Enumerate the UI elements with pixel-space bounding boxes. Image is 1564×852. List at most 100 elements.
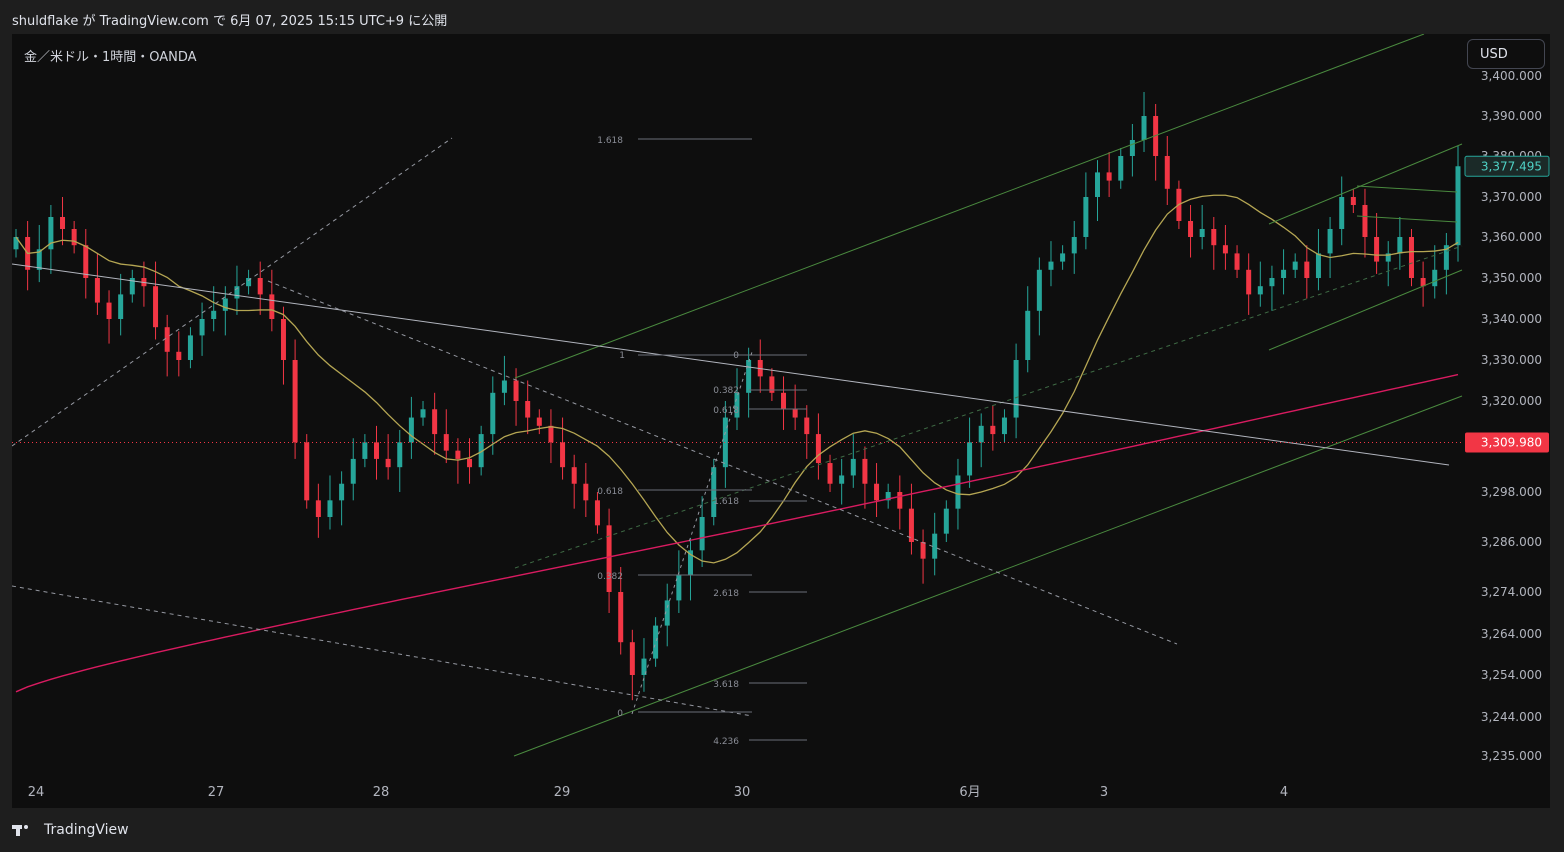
candle-body — [699, 517, 705, 551]
candle-body — [606, 525, 612, 592]
candle-body — [722, 417, 728, 468]
fib-label: 1.618 — [597, 136, 623, 146]
y-tick-label: 3,320.000 — [1481, 394, 1542, 408]
candle-body — [211, 310, 217, 319]
candle-body — [1304, 261, 1310, 278]
candle-body — [978, 425, 984, 443]
y-tick-label: 3,360.000 — [1481, 230, 1542, 244]
last-price-label: 3,377.495 — [1481, 159, 1542, 173]
candle-body — [687, 550, 693, 576]
current-price-tag — [1465, 432, 1549, 453]
candle-body — [804, 417, 810, 435]
candle-body — [792, 409, 798, 418]
candle-body — [339, 483, 345, 501]
candle-body — [571, 467, 577, 484]
candle-body — [1374, 237, 1380, 262]
x-tick-label: 3 — [1100, 785, 1108, 800]
candle-body — [164, 327, 170, 352]
candle-body — [548, 425, 554, 443]
brand-name: TradingView — [44, 822, 129, 838]
candle-body — [769, 376, 775, 393]
fib-label: 0.618 — [597, 487, 623, 497]
candle-body — [1408, 237, 1414, 278]
fib-label: 1.618 — [713, 497, 739, 507]
candle-body — [176, 351, 182, 360]
y-tick-label: 3,286.000 — [1481, 535, 1542, 549]
candle-body — [71, 229, 77, 246]
candle-body — [1269, 278, 1275, 287]
y-tick-label: 3,264.000 — [1481, 627, 1542, 641]
candle-body — [1141, 116, 1147, 140]
candle-body — [304, 442, 310, 501]
candle-body — [1083, 197, 1089, 237]
candle-body — [490, 392, 496, 435]
candle-body — [1281, 269, 1287, 278]
candle-body — [560, 442, 566, 468]
candle-body — [1118, 156, 1124, 181]
x-tick-label: 24 — [28, 785, 45, 800]
candle-body — [455, 450, 461, 459]
candle-body — [13, 237, 19, 250]
candle-body — [943, 508, 949, 534]
candle-body — [1199, 229, 1205, 237]
last-price-tag — [1464, 155, 1550, 177]
chart-pane[interactable]: 金／米ドル・1時間・OANDA USD 3,400.000 3,390.000 3,… — [12, 34, 1550, 808]
trend-line — [12, 263, 1450, 466]
candle-body — [594, 500, 600, 526]
candle-body — [1432, 269, 1438, 287]
candle-body — [374, 442, 379, 459]
candle-body — [222, 298, 228, 311]
candle-body — [525, 401, 531, 418]
y-tick-label: 3,400.000 — [1481, 69, 1542, 83]
fib-label: 4.236 — [713, 737, 739, 747]
candle-body — [36, 249, 42, 270]
candle-body — [257, 278, 263, 295]
tradingview-brand[interactable]: TradingView — [12, 822, 129, 838]
candle-body — [1001, 417, 1007, 435]
candle-body — [118, 294, 124, 319]
candle-body — [1071, 237, 1077, 254]
fib-label: 2.618 — [713, 589, 739, 599]
candle-body — [885, 492, 891, 501]
channel-mid-line — [514, 245, 1463, 569]
ma-fast-line — [15, 194, 1459, 564]
y-tick-label: 3,350.000 — [1481, 271, 1542, 285]
y-tick-label: 3,235.000 — [1481, 749, 1542, 763]
candle-body — [199, 319, 205, 336]
price-chart[interactable]: 3,400.0003,390.0003,380.0003,370.0003,36… — [12, 34, 1550, 808]
small-line — [1356, 215, 1458, 223]
bottom-bar: TradingView — [0, 808, 1564, 852]
candle-body — [1234, 253, 1240, 270]
candle-body — [443, 434, 449, 451]
candle-body — [292, 360, 298, 443]
fib-label: 1 — [619, 351, 625, 361]
candle-body — [1327, 229, 1333, 254]
candle-body — [234, 286, 240, 299]
candle-body — [897, 492, 903, 509]
candle-body — [1048, 261, 1054, 270]
candle-body — [781, 392, 787, 410]
currency-button[interactable]: USD — [1467, 39, 1545, 69]
fib-label: 0.618 — [713, 406, 739, 416]
candle-body — [1443, 245, 1449, 270]
candle-body — [932, 533, 938, 559]
candle-body — [1292, 261, 1298, 270]
channel-lower-line — [513, 395, 1463, 757]
fib-label: 0.382 — [713, 386, 739, 396]
candle-body — [1455, 166, 1461, 246]
candle-body — [513, 380, 519, 401]
candle-body — [48, 217, 54, 250]
candle-body — [1164, 156, 1170, 189]
candle-body — [1222, 245, 1228, 254]
small-channel-lower — [1268, 269, 1463, 351]
dashed-line — [12, 585, 753, 717]
fib-label: 0 — [733, 351, 739, 361]
candle-body — [967, 442, 973, 476]
candle-body — [1013, 360, 1019, 418]
candle-body — [850, 458, 856, 476]
candle-body — [1025, 310, 1031, 360]
candle-body — [1420, 278, 1426, 287]
candle-body — [94, 278, 100, 303]
candle-body — [269, 294, 275, 319]
candle-body — [920, 542, 926, 559]
